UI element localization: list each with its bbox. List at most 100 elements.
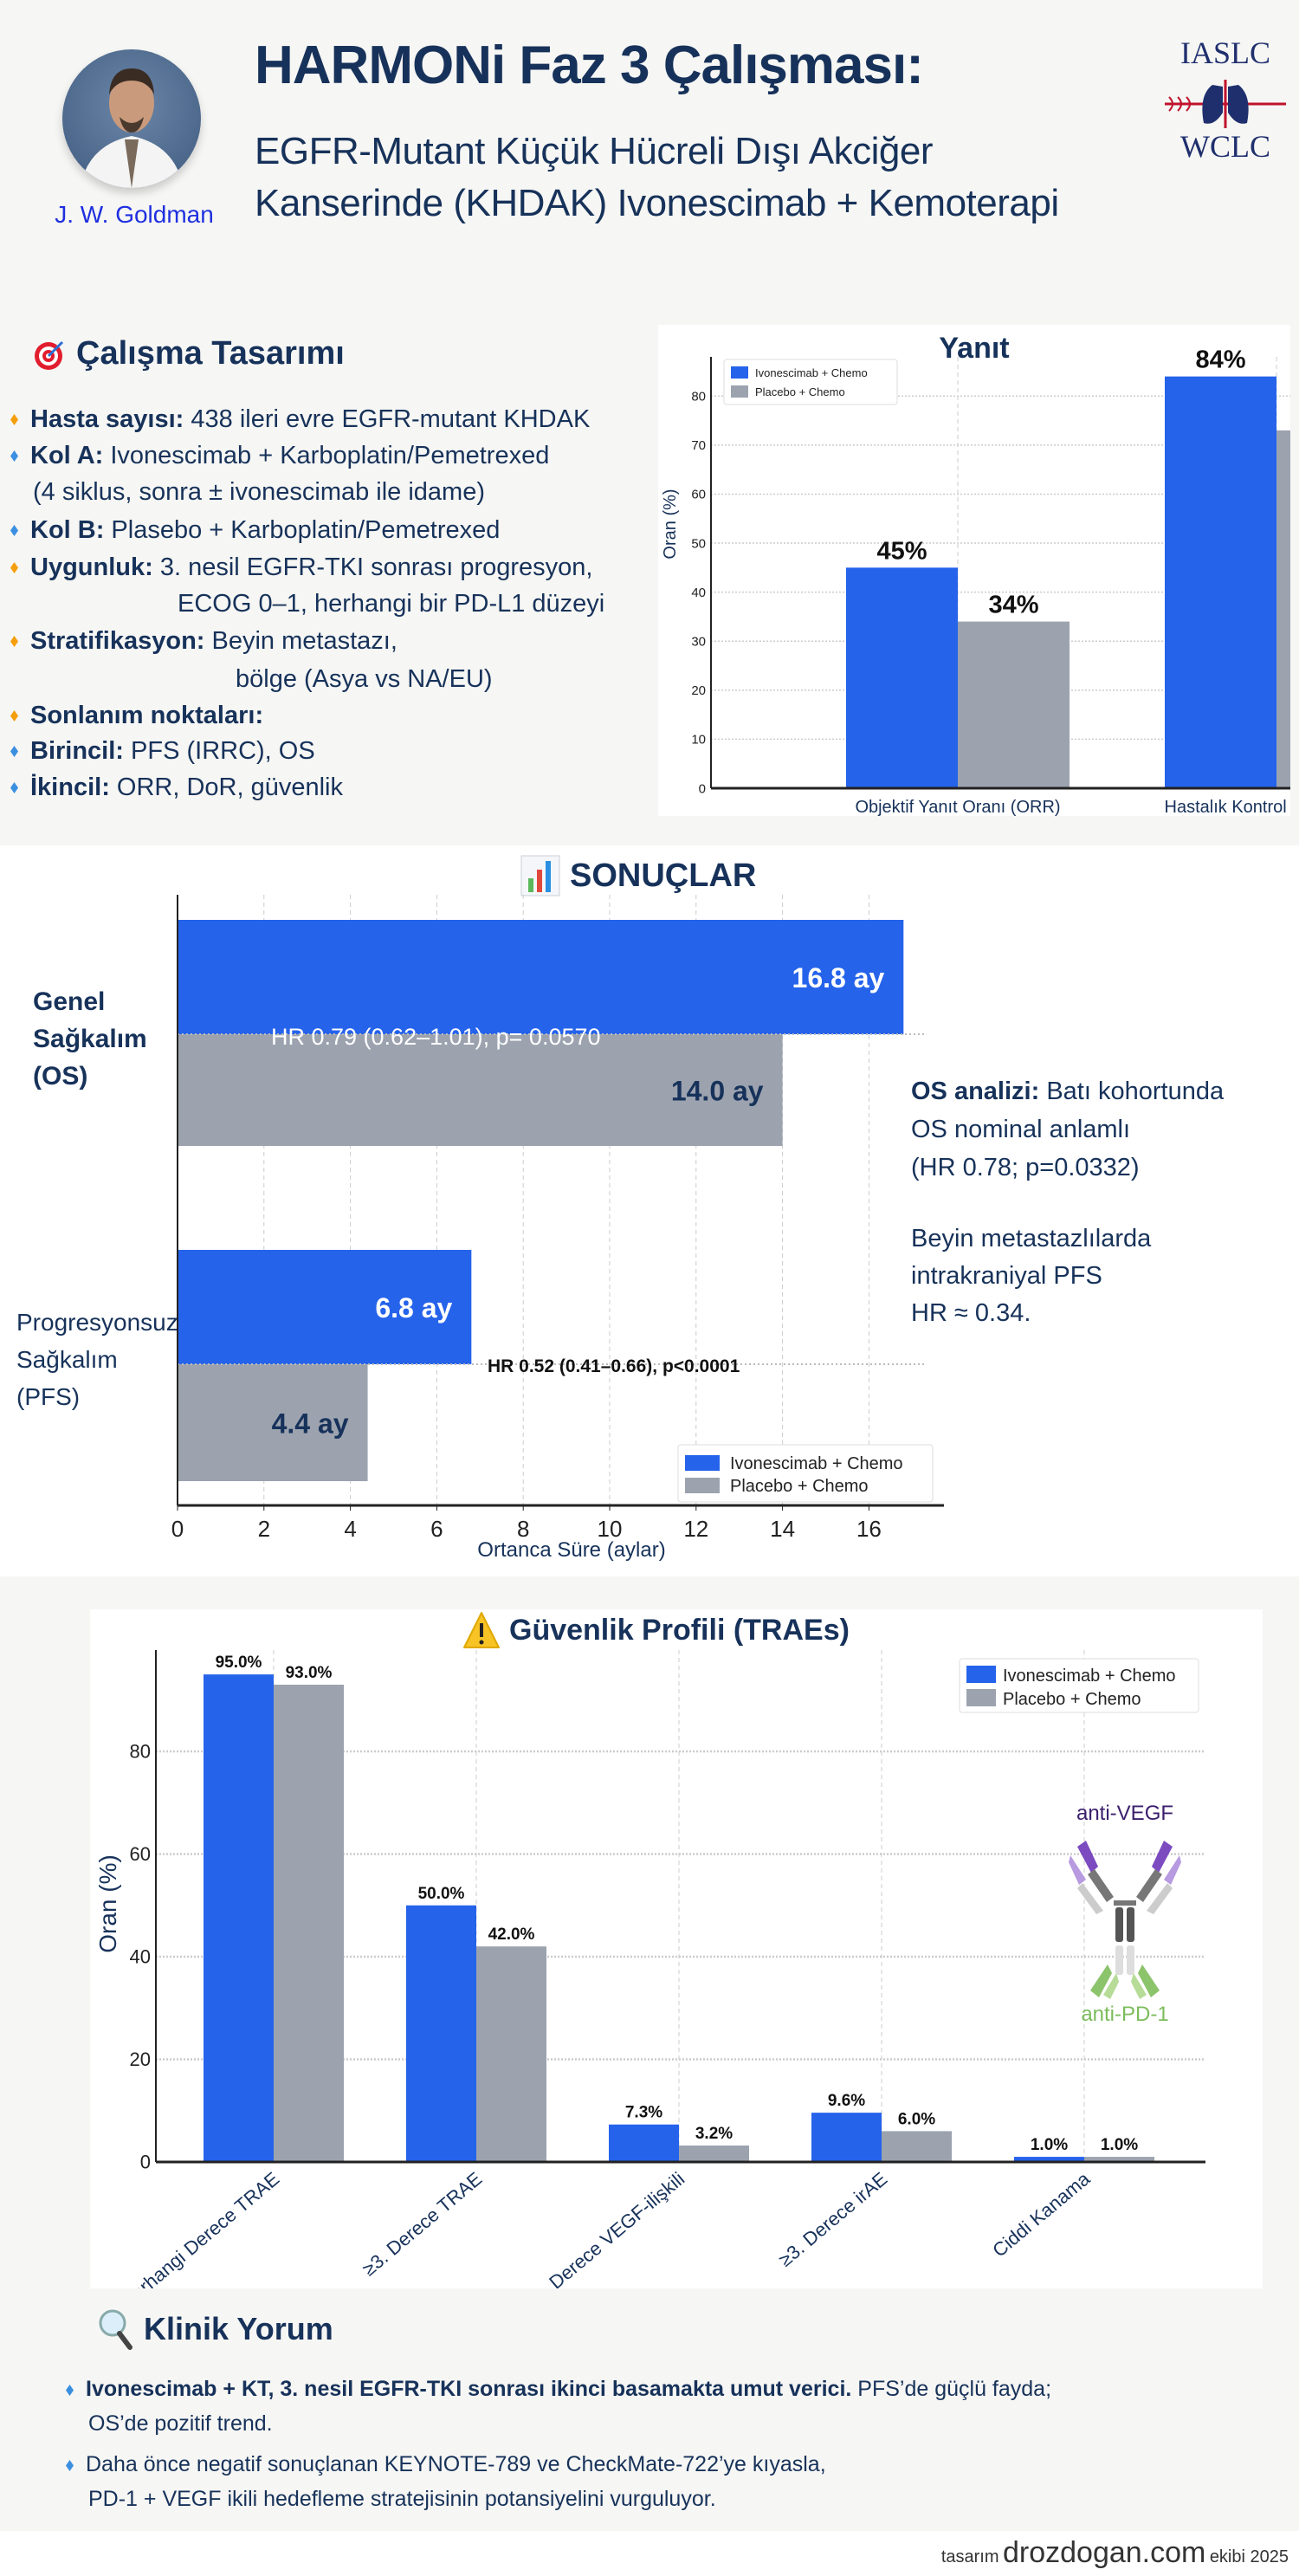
bar-ivonescimab: [204, 1674, 274, 2162]
x-tick-label: 0: [171, 1516, 184, 1542]
bar-ivonescimab: [1014, 2157, 1084, 2162]
legend-swatch: [966, 1689, 996, 1706]
design-item-label: Hasta sayısı:: [30, 405, 184, 433]
design-list-item: Sonlanım noktaları:: [10, 702, 263, 730]
bar-placebo: [476, 1946, 546, 2162]
y-tick-label: 40: [691, 586, 706, 600]
x-tick-label: ≥3. Derece irAE: [774, 2168, 891, 2271]
clinical-bullet-2: Daha önce negatif sonuçlanan KEYNOTE-789…: [66, 2452, 826, 2477]
legend-swatch: [966, 1666, 996, 1683]
page-subtitle-line1: EGFR-Mutant Küçük Hücreli Dışı Akciğer: [255, 130, 934, 172]
footer-credit: tasarım drozdogan.com ekibi 2025: [941, 2536, 1289, 2570]
design-item-text: 3. nesil EGFR-TKI sonrası progresyon,: [152, 553, 593, 581]
bar-data-label: 16.8 ay: [792, 962, 885, 994]
bar-ivonescimab: [609, 2124, 679, 2162]
bar-data-label: 42.0%: [488, 1926, 535, 1944]
x-tick-label: Objektif Yanıt Oranı (ORR): [855, 798, 1060, 816]
y-tick-label: 50: [691, 536, 706, 551]
design-list-item: bölge (Asya vs NA/EU): [236, 665, 493, 694]
legend-swatch: [685, 1478, 720, 1493]
footer-brand-link[interactable]: drozdogan.com: [1002, 2536, 1206, 2569]
clinical-heading-text: Klinik Yorum: [144, 2311, 333, 2346]
y-tick-label: 60: [691, 488, 706, 502]
legend-label: Placebo + Chemo: [730, 1477, 869, 1496]
x-tick-label: Herhangi Derece TRAE: [116, 2168, 283, 2288]
x-axis-label: Ortanca Süre (aylar): [477, 1538, 665, 1562]
design-heading-text: Çalışma Tasarımı: [76, 335, 345, 372]
footer-suffix: ekibi 2025: [1209, 2547, 1289, 2566]
legend-box: [677, 1444, 934, 1503]
legend-label: Ivonescimab + Chemo: [755, 366, 868, 379]
bar-data-label: 4.4 ay: [272, 1408, 349, 1440]
footer: tasarım drozdogan.com ekibi 2025: [0, 2531, 1299, 2576]
bar-placebo: [958, 621, 1070, 788]
design-list-item: Kol A: Ivonescimab + Karboplatin/Pemetre…: [10, 442, 549, 470]
category-label: Genel: [33, 987, 105, 1016]
legend-swatch: [731, 366, 748, 379]
bar-data-label: 7.3%: [625, 2104, 662, 2122]
lung-caduceus-icon: [1165, 80, 1286, 128]
x-tick-label: ≥3. Derece TRAE: [359, 2168, 487, 2281]
safety-heading-text: Güvenlik Profili (TRAEs): [509, 1613, 850, 1647]
y-tick-label: 10: [691, 733, 706, 748]
legend-label: Ivonescimab + Chemo: [1003, 1667, 1176, 1686]
page-title: HARMONi Faz 3 Çalışması:: [255, 36, 924, 95]
bar-placebo: [882, 2131, 952, 2162]
design-item-text: 438 ileri evre EGFR-mutant KHDAK: [184, 405, 591, 433]
design-item-label: Stratifikasyon:: [30, 627, 205, 655]
bar-ivonescimab: [406, 1905, 476, 2162]
bar-data-label: 1.0%: [1031, 2136, 1068, 2154]
results-heading-text: SONUÇLAR: [570, 857, 757, 894]
bar-placebo: [274, 1684, 344, 2162]
page-subtitle-line2: Kanserinde (KHDAK) Ivonescimab + Kemoter…: [255, 182, 1059, 224]
bar-ivonescimab: [1165, 376, 1276, 788]
diamond-bullet-icon: [66, 2385, 74, 2396]
os-note-line3: (HR 0.78; p=0.0332): [911, 1154, 1140, 1181]
author-name: J. W. Goldman: [55, 201, 214, 228]
response-chart-panel: Yanıt 0 10 20 30 40 50 60 70 80 45% 34% Objektif Yan…: [658, 325, 1299, 817]
x-tick-label: 2: [258, 1516, 270, 1542]
y-tick-label: 0: [140, 2152, 151, 2173]
survival-chart: 0 2 4 6 8 10 12 14 16 16.8 ay 14.0 ay Genel Sağkalım…: [16, 895, 944, 1562]
x-tick-label: 14: [770, 1516, 795, 1542]
design-item-label: Kol A:: [30, 442, 104, 469]
os-note-line2: OS nominal anlamlı: [911, 1116, 1131, 1143]
design-item-text: bölge (Asya vs NA/EU): [236, 665, 493, 693]
design-list-item: Kol B: Plasebo + Karboplatin/Pemetrexed: [10, 516, 500, 545]
legend-box: [723, 359, 898, 405]
design-item-text: ECOG 0–1, herhangi bir PD-L1 düzeyi: [178, 590, 605, 618]
y-tick-label: 0: [699, 781, 706, 796]
design-item-text: PFS (IRRC), OS: [123, 737, 315, 765]
category-label: Sağkalım: [33, 1025, 147, 1053]
y-axis-label: Oran (%): [94, 1854, 121, 1953]
anti-vegf-label: anti-VEGF: [1076, 1802, 1174, 1825]
bar-chart-icon: [520, 855, 560, 896]
bar-data-label: 6.8 ay: [375, 1292, 452, 1324]
bar-placebo: [679, 2146, 749, 2162]
design-item-text: Plasebo + Karboplatin/Pemetrexed: [104, 516, 501, 544]
os-analysis-note: OS analizi: Batı kohortunda: [911, 1078, 1224, 1106]
pfs-hazard-ratio: HR 0.52 (0.41–0.66), p<0.0001: [488, 1356, 740, 1376]
diamond-bullet-icon: [10, 414, 18, 425]
design-item-text: Beyin metastazı,: [204, 627, 397, 655]
bar-data-label: 45%: [876, 537, 927, 565]
category-label: Progresyonsuz: [16, 1309, 178, 1336]
clinical-b1-line2: OS’de pozitif trend.: [88, 2411, 273, 2436]
bar-data-label: 1.0%: [1101, 2136, 1138, 2154]
diamond-bullet-icon: [10, 636, 18, 647]
legend-label: Placebo + Chemo: [755, 385, 845, 398]
bar-ivonescimab: [178, 920, 904, 1034]
os-note-rest: Batı kohortunda: [1039, 1078, 1225, 1105]
design-list-item: ECOG 0–1, herhangi bir PD-L1 düzeyi: [178, 590, 604, 618]
bar-data-label: 14.0 ay: [671, 1076, 764, 1107]
clinical-heading: Klinik Yorum: [97, 2307, 333, 2351]
design-item-text: (4 siklus, sonra ± ivonescimab ile idame…: [33, 478, 485, 506]
legend-label: Placebo + Chemo: [1003, 1690, 1141, 1709]
bar-data-label: 34%: [988, 592, 1038, 619]
x-tick-label: Hastalık Kontrol Oranı (DCR): [1165, 798, 1290, 816]
brain-note-line3: HR ≈ 0.34.: [911, 1299, 1031, 1327]
category-label: (OS): [33, 1062, 87, 1091]
x-tick-label: 4: [344, 1516, 356, 1542]
legend-swatch: [685, 1455, 720, 1471]
bar-data-label: 3.2%: [695, 2125, 733, 2143]
